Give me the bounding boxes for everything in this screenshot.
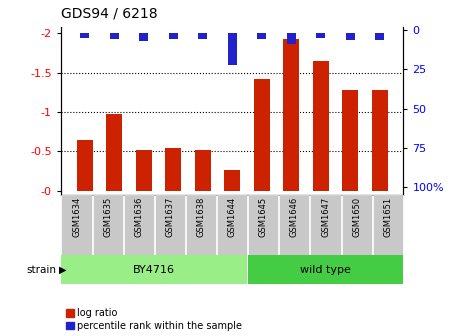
Bar xyxy=(217,195,247,255)
Bar xyxy=(248,255,403,284)
Bar xyxy=(165,148,181,191)
Bar xyxy=(254,79,270,191)
Bar xyxy=(371,90,388,191)
Bar xyxy=(228,33,236,65)
Text: GSM1636: GSM1636 xyxy=(134,197,144,237)
Bar xyxy=(186,195,216,255)
Bar xyxy=(92,195,123,255)
Bar xyxy=(61,195,91,255)
Bar xyxy=(248,195,279,255)
Text: GSM1647: GSM1647 xyxy=(321,197,330,237)
Bar xyxy=(373,195,403,255)
Bar xyxy=(80,33,89,38)
Bar xyxy=(375,33,384,40)
Bar xyxy=(110,33,119,39)
Bar xyxy=(106,115,122,191)
Text: GSM1634: GSM1634 xyxy=(72,197,81,237)
Bar xyxy=(280,195,310,255)
Text: wild type: wild type xyxy=(300,265,351,275)
Bar xyxy=(76,140,93,191)
Bar xyxy=(316,33,325,38)
Bar xyxy=(224,170,240,191)
Bar xyxy=(312,61,329,191)
Text: GSM1638: GSM1638 xyxy=(197,197,205,237)
Bar xyxy=(124,195,154,255)
Text: GSM1650: GSM1650 xyxy=(352,197,361,237)
Bar xyxy=(283,39,299,191)
Bar xyxy=(346,33,355,40)
Bar xyxy=(198,33,207,40)
Text: GSM1644: GSM1644 xyxy=(227,197,237,237)
Bar xyxy=(61,255,247,284)
Text: GSM1635: GSM1635 xyxy=(103,197,112,237)
Bar xyxy=(310,195,340,255)
Text: BY4716: BY4716 xyxy=(133,265,175,275)
Text: ▶: ▶ xyxy=(59,265,66,275)
Bar xyxy=(341,195,372,255)
Bar xyxy=(257,33,266,40)
Bar xyxy=(342,90,358,191)
Legend: log ratio, percentile rank within the sample: log ratio, percentile rank within the sa… xyxy=(66,308,242,331)
Bar xyxy=(169,33,178,39)
Bar xyxy=(155,195,185,255)
Text: GSM1637: GSM1637 xyxy=(166,197,174,237)
Bar xyxy=(136,150,152,191)
Text: GSM1645: GSM1645 xyxy=(259,197,268,237)
Text: GSM1651: GSM1651 xyxy=(383,197,392,237)
Bar xyxy=(287,33,295,44)
Text: strain: strain xyxy=(26,265,56,275)
Text: GSM1646: GSM1646 xyxy=(290,197,299,237)
Text: GDS94 / 6218: GDS94 / 6218 xyxy=(61,6,158,20)
Bar xyxy=(195,150,211,191)
Bar xyxy=(139,33,148,41)
